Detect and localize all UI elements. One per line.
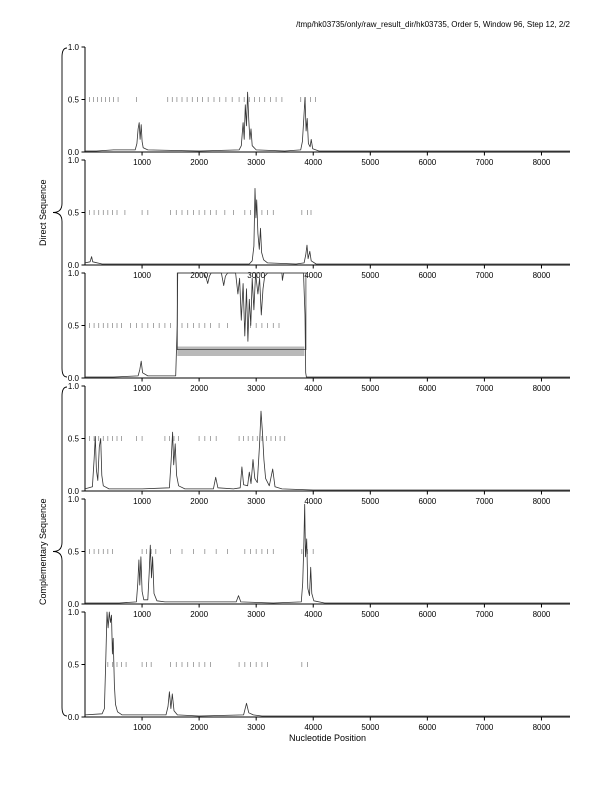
svg-text:5000: 5000	[361, 158, 379, 167]
x-axis-title: Nucleotide Position	[288, 733, 367, 743]
svg-text:3000: 3000	[247, 271, 265, 280]
svg-text:0.0: 0.0	[68, 713, 80, 722]
figure-title: /tmp/hk03735/only/raw_result_dir/hk03735…	[296, 20, 570, 29]
complementary-group-brace	[52, 386, 68, 717]
panel-1-direct: 0.0 0.5 1.0 1000 2000 3000 4000 5000 6000 7000 800…	[68, 43, 570, 167]
panel-2-direct: 0.0 0.5 1.0 1000 2000 3000 4000 5000 6000 7000 800…	[68, 156, 570, 280]
svg-text:3000: 3000	[247, 610, 265, 619]
svg-text:0.5: 0.5	[68, 548, 80, 557]
svg-text:2000: 2000	[190, 384, 208, 393]
svg-text:1.0: 1.0	[68, 269, 80, 278]
svg-text:7000: 7000	[476, 497, 494, 506]
svg-text:8000: 8000	[533, 271, 551, 280]
svg-text:1.0: 1.0	[68, 608, 80, 617]
svg-text:0.5: 0.5	[68, 96, 80, 105]
svg-text:4000: 4000	[304, 723, 322, 732]
svg-text:4000: 4000	[304, 384, 322, 393]
direct-sequence-label: Direct Sequence	[38, 179, 48, 246]
svg-text:6000: 6000	[418, 158, 436, 167]
svg-text:1.0: 1.0	[68, 156, 80, 165]
svg-text:0.5: 0.5	[68, 209, 80, 218]
svg-text:1000: 1000	[133, 610, 151, 619]
svg-text:2000: 2000	[190, 271, 208, 280]
svg-text:2000: 2000	[190, 158, 208, 167]
svg-text:5000: 5000	[361, 497, 379, 506]
svg-text:6000: 6000	[418, 723, 436, 732]
svg-text:0.0: 0.0	[68, 487, 80, 496]
svg-text:7000: 7000	[476, 610, 494, 619]
complementary-sequence-label: Complementary Sequence	[38, 498, 48, 605]
svg-text:3000: 3000	[247, 384, 265, 393]
svg-text:0.0: 0.0	[68, 600, 80, 609]
svg-text:5000: 5000	[361, 384, 379, 393]
svg-text:6000: 6000	[418, 497, 436, 506]
svg-text:7000: 7000	[476, 158, 494, 167]
svg-text:8000: 8000	[533, 384, 551, 393]
svg-text:5000: 5000	[361, 271, 379, 280]
svg-text:0.5: 0.5	[68, 435, 80, 444]
svg-text:4000: 4000	[304, 158, 322, 167]
svg-text:8000: 8000	[533, 610, 551, 619]
svg-text:5000: 5000	[361, 610, 379, 619]
svg-text:4000: 4000	[304, 497, 322, 506]
svg-text:1000: 1000	[133, 497, 151, 506]
svg-text:2000: 2000	[190, 723, 208, 732]
svg-text:1000: 1000	[133, 158, 151, 167]
svg-text:0.5: 0.5	[68, 322, 80, 331]
svg-text:1000: 1000	[133, 271, 151, 280]
svg-text:3000: 3000	[247, 723, 265, 732]
svg-text:3000: 3000	[247, 158, 265, 167]
svg-text:7000: 7000	[476, 271, 494, 280]
svg-text:1.0: 1.0	[68, 382, 80, 391]
svg-text:0.0: 0.0	[68, 374, 80, 383]
panel-6-complementary: 0.0 0.5 1.0 1000 2000 3000 4000 5000 6000 7000 800…	[68, 608, 570, 732]
svg-text:0.0: 0.0	[68, 261, 80, 270]
svg-text:2000: 2000	[190, 610, 208, 619]
svg-text:1.0: 1.0	[68, 495, 80, 504]
svg-text:7000: 7000	[476, 723, 494, 732]
svg-text:4000: 4000	[304, 610, 322, 619]
svg-text:5000: 5000	[361, 723, 379, 732]
svg-text:2000: 2000	[190, 497, 208, 506]
svg-text:8000: 8000	[533, 158, 551, 167]
direct-group-brace	[52, 47, 68, 378]
svg-text:6000: 6000	[418, 610, 436, 619]
svg-text:1000: 1000	[133, 384, 151, 393]
svg-text:3000: 3000	[247, 497, 265, 506]
panel-4-complementary: 0.0 0.5 1.0 1000 2000 3000 4000 5000 6000 7000 800…	[68, 382, 570, 506]
panel-3-direct: 0.0 0.5 1.0 1000 2000 3000 4000 5000 6000 7000 800…	[68, 269, 570, 393]
svg-text:6000: 6000	[418, 271, 436, 280]
panel-5-complementary: 0.0 0.5 1.0 1000 2000 3000 4000 5000 6000 7000 800…	[68, 495, 570, 619]
svg-text:7000: 7000	[476, 384, 494, 393]
svg-text:0.5: 0.5	[68, 661, 80, 670]
svg-text:1000: 1000	[133, 723, 151, 732]
svg-text:0.0: 0.0	[68, 148, 80, 157]
svg-text:6000: 6000	[418, 384, 436, 393]
svg-text:8000: 8000	[533, 723, 551, 732]
svg-text:1.0: 1.0	[68, 43, 80, 52]
svg-text:8000: 8000	[533, 497, 551, 506]
svg-text:4000: 4000	[304, 271, 322, 280]
